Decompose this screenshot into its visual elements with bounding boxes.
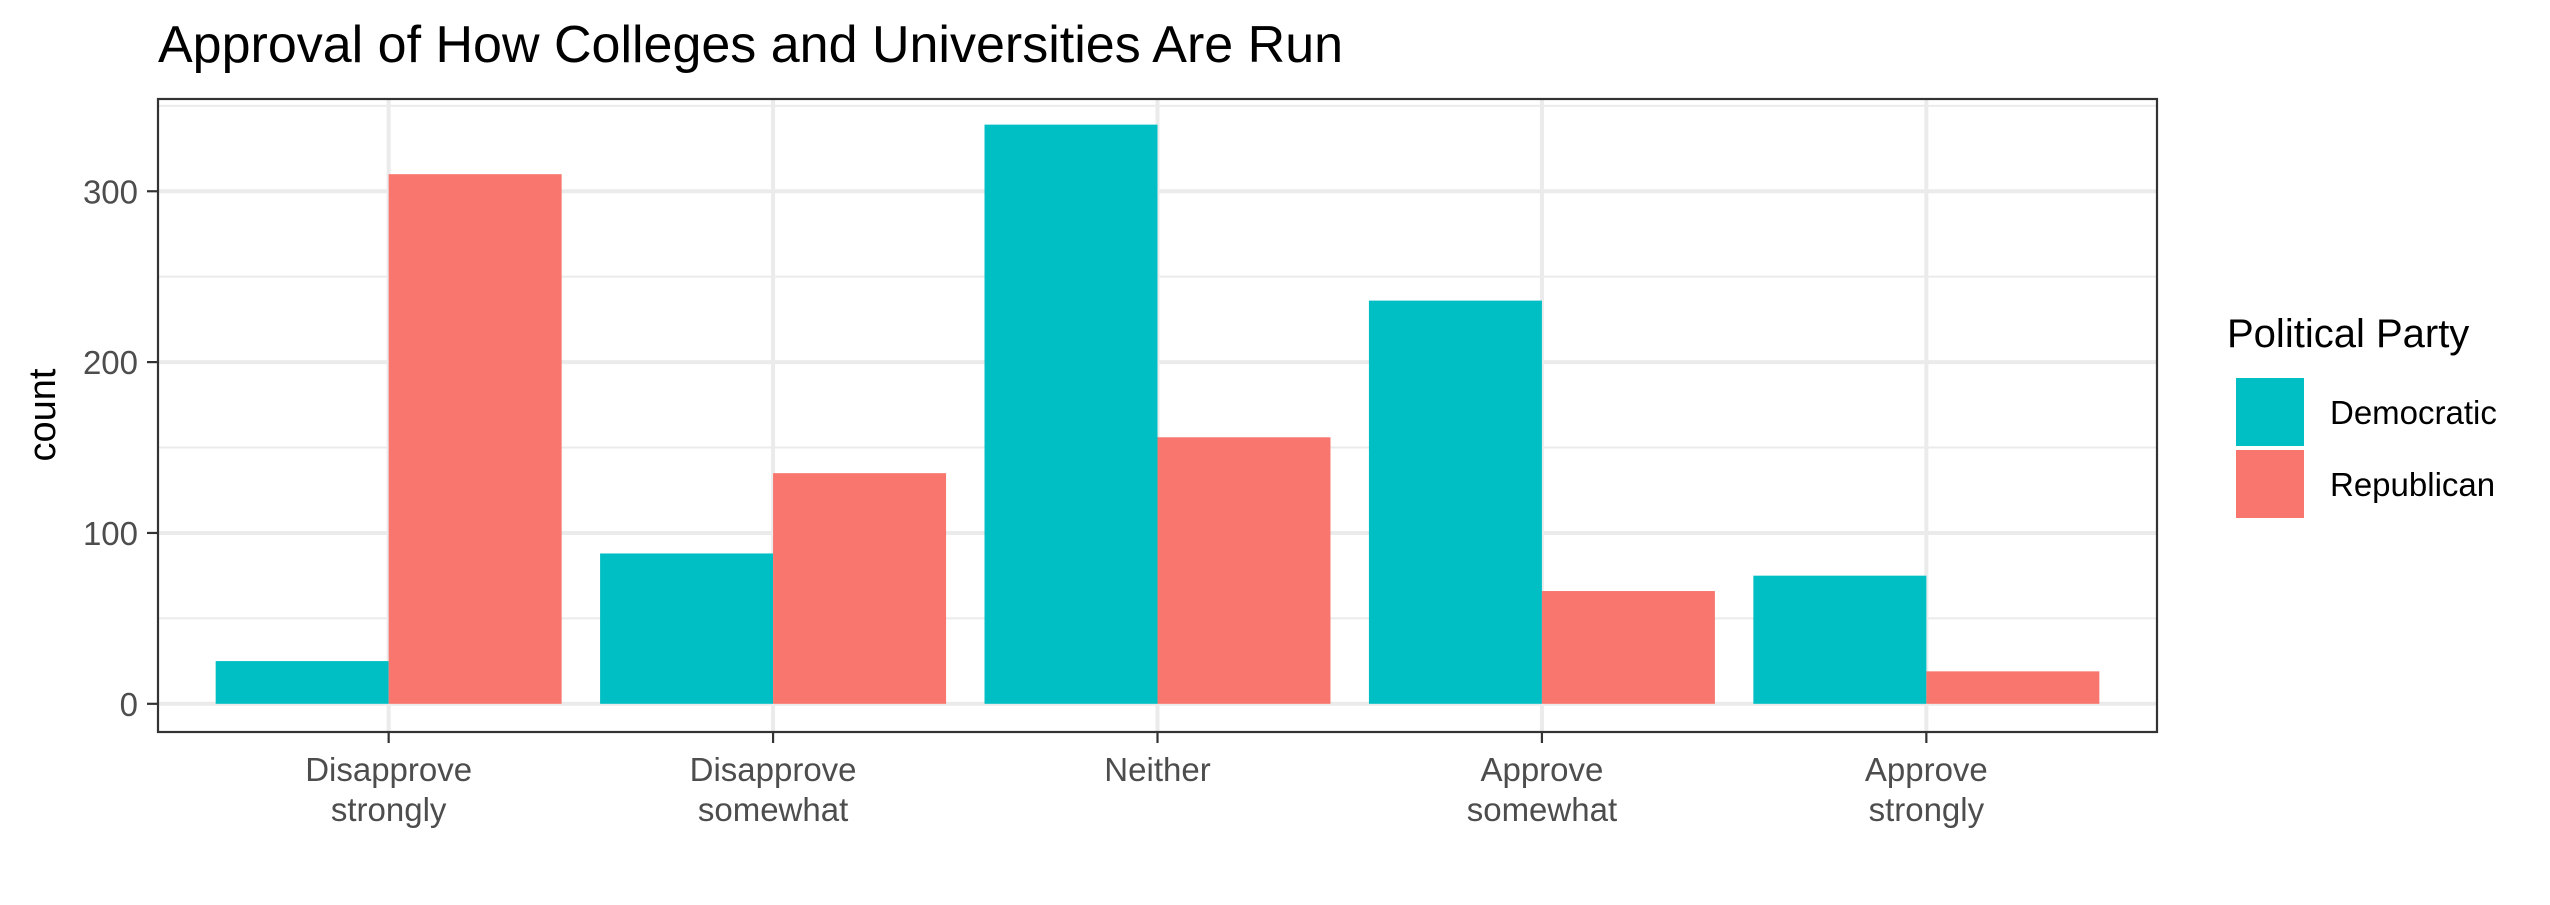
bar-republican-4 [1926, 671, 2100, 704]
bar-republican-0 [388, 174, 562, 704]
legend-label-democratic: Democratic [2330, 394, 2497, 431]
legend-title: Political Party [2227, 312, 2469, 356]
bar-democratic-1 [600, 553, 774, 704]
bar-democratic-4 [1753, 575, 1927, 704]
bar-republican-1 [773, 473, 947, 704]
x-tick-label: Neither [1104, 751, 1210, 788]
legend-key-republican [2236, 450, 2304, 518]
legend-items: Democratic Republican [2236, 378, 2497, 518]
chart-title: Approval of How Colleges and Universitie… [158, 16, 1343, 74]
legend: Political Party Democratic Republican [2227, 312, 2497, 518]
bar-democratic-3 [1368, 300, 1542, 704]
y-tick-label: 300 [83, 173, 138, 210]
x-tick-label: Disapprove somewhat [690, 751, 857, 828]
bar-layer [215, 124, 2100, 704]
bar-democratic-2 [984, 124, 1158, 704]
y-tick-label: 200 [83, 344, 138, 381]
legend-key-democratic [2236, 378, 2304, 446]
x-tick-label: Approve strongly [1865, 751, 1988, 828]
axis-layer: 0 100 200 300 Disapprove strongly Disapprove so… [83, 173, 1988, 828]
y-tick-label: 100 [83, 515, 138, 552]
bar-republican-2 [1157, 437, 1331, 704]
x-tick-label: Approve somewhat [1467, 751, 1617, 828]
bar-republican-3 [1541, 591, 1715, 704]
y-axis-title: count [22, 368, 64, 461]
y-tick-label: 0 [120, 686, 138, 723]
legend-label-republican: Republican [2330, 466, 2495, 503]
x-tick-label: Disapprove strongly [305, 751, 472, 828]
bar-democratic-0 [215, 661, 389, 704]
